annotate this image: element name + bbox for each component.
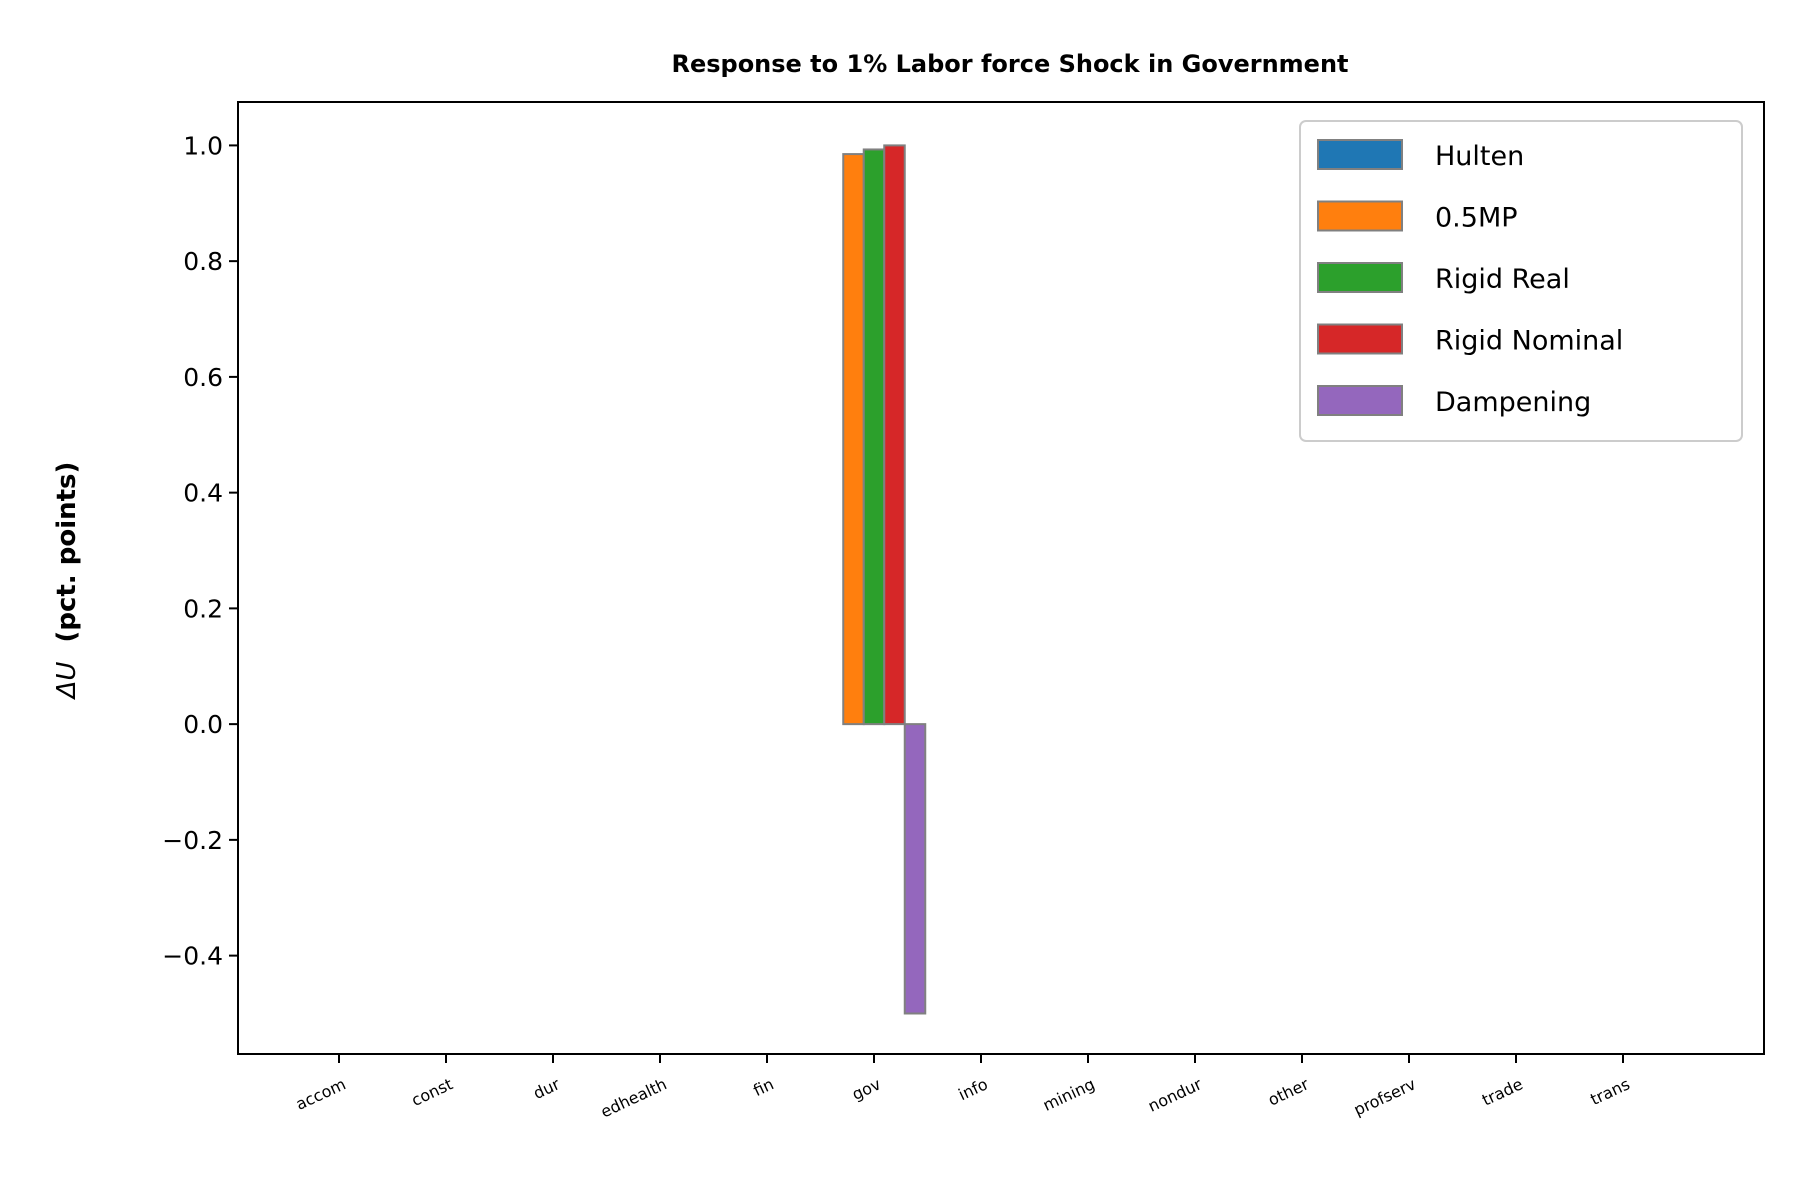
legend-label-rigid-nominal: Rigid Nominal — [1435, 326, 1623, 357]
y-tick-label: 0.0 — [183, 710, 223, 739]
legend-label-hulten: Hulten — [1435, 141, 1524, 172]
legend-swatch-rigid-real — [1317, 262, 1403, 293]
legend-label-0-5mp: 0.5MP — [1435, 203, 1518, 234]
bar-rigid-nominal-gov — [883, 144, 906, 726]
y-tick-label: 0.8 — [183, 247, 223, 276]
y-tick-label: −0.2 — [162, 826, 223, 855]
legend-label-rigid-real: Rigid Real — [1435, 264, 1570, 295]
y-tick-label: 0.6 — [183, 363, 223, 392]
legend-frame — [1299, 120, 1743, 442]
legend-label-dampening: Dampening — [1435, 387, 1591, 418]
legend-swatch-0-5mp — [1317, 200, 1403, 232]
legend-swatch-rigid-nominal — [1317, 323, 1403, 355]
bar-dampening-gov — [903, 723, 927, 1015]
legend: Hulten 0.5MP Rigid Real Rigid Nominal Dampen… — [1299, 120, 1743, 442]
y-axis-label-units: (pct. points) — [52, 462, 82, 643]
legend-swatch-hulten — [1317, 139, 1403, 170]
bar-rigid-real-gov — [862, 148, 886, 726]
svg-text:ΔU (pct. points): ΔU (pct. points) — [52, 462, 82, 701]
y-axis-label-symbol: ΔU — [52, 662, 82, 701]
y-tick-label: 1.0 — [183, 131, 223, 160]
y-tick-label: 0.2 — [183, 594, 223, 623]
y-tick-label: −0.4 — [162, 942, 223, 971]
bar-0-5mp-gov — [842, 153, 865, 726]
axes-frame — [237, 101, 1765, 1055]
y-axis-label: ΔU (pct. points) — [52, 462, 82, 701]
y-tick-label: 0.4 — [183, 479, 223, 508]
chart-title: Response to 1% Labor force Shock in Gove… — [671, 50, 1348, 78]
legend-swatch-dampening — [1317, 385, 1403, 416]
